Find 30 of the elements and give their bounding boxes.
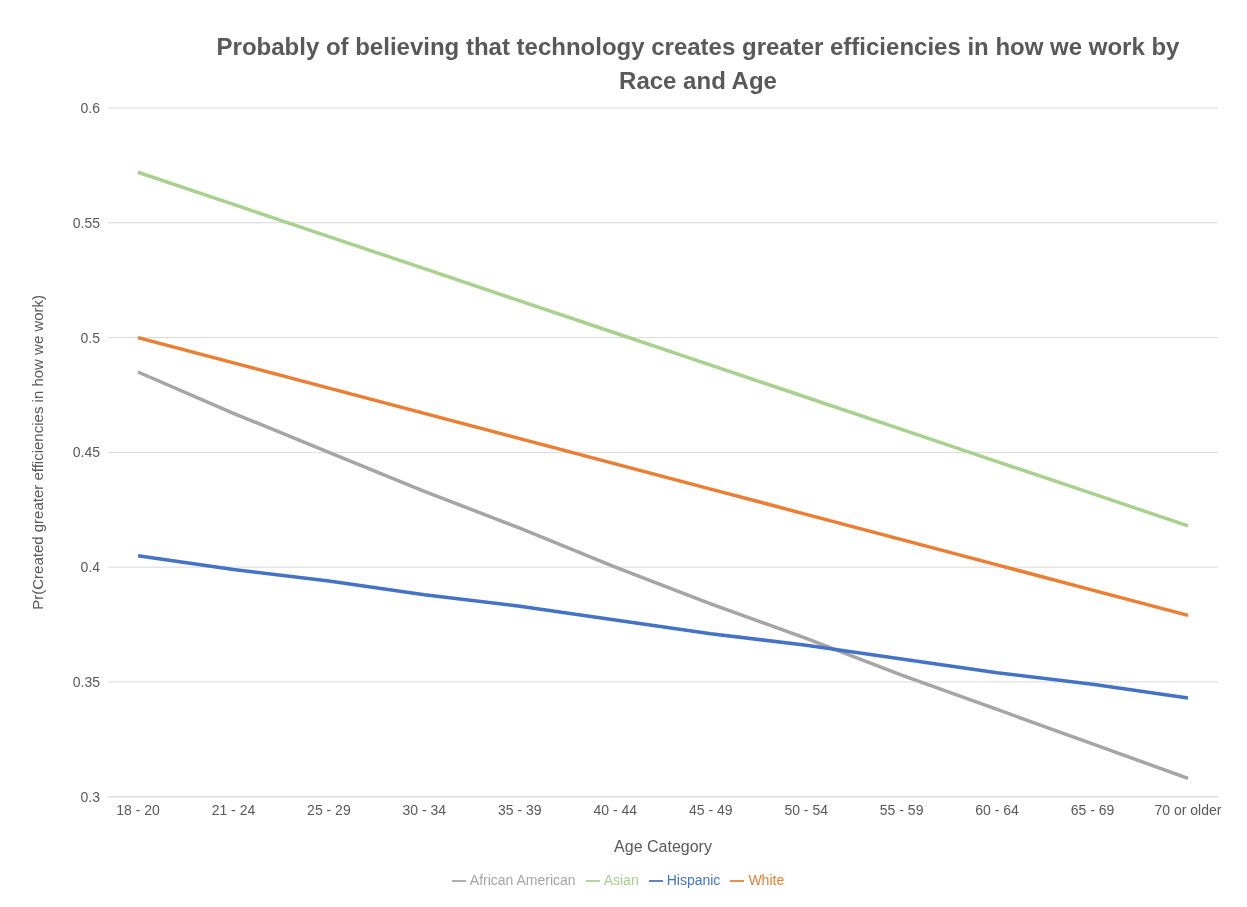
y-tick-label: 0.4: [80, 559, 101, 576]
line-series: [136, 335, 1190, 618]
x-tick-label: 25 - 29: [307, 801, 351, 818]
x-tick-label: 30 - 34: [402, 801, 447, 818]
legend-label: African American: [469, 871, 576, 888]
legend-label: Hispanic: [666, 871, 721, 888]
y-tick-label: 0.45: [72, 444, 101, 461]
x-tick-label: 45 - 49: [688, 801, 733, 818]
legend-label: White: [748, 871, 785, 888]
y-tick-label: 0.5: [80, 329, 101, 346]
y-axis-title: Pr(Created greater efficiencies in how we work): [29, 294, 47, 610]
legend-label: Asian: [603, 871, 639, 888]
x-tick-label: 18 - 20: [116, 801, 160, 818]
x-tick-label: 21 - 24: [211, 801, 256, 818]
x-tick-label: 35 - 39: [498, 801, 542, 818]
line-series: [136, 370, 1190, 781]
y-tick-label: 0.35: [72, 673, 101, 690]
y-tick-label: 0.3: [80, 788, 101, 805]
y-tick-label: 0.6: [80, 99, 101, 116]
x-tick-label: 50 - 54: [784, 801, 829, 818]
chart-title: Probably of believing that technology creates greater efficiencies in how we work by Race and Age: [215, 32, 1181, 96]
x-tick-label: 65 - 69: [1070, 801, 1115, 818]
x-tick-label: 55 - 59: [879, 801, 924, 818]
x-tick-label: 70 or older: [1154, 801, 1222, 818]
line-series: [136, 170, 1190, 528]
x-tick-label: 60 - 64: [975, 801, 1020, 818]
line-series: [136, 553, 1190, 700]
x-tick-label: 40 - 44: [593, 801, 638, 818]
x-axis-title: Age Category: [614, 837, 712, 855]
y-tick-label: 0.55: [72, 214, 101, 231]
